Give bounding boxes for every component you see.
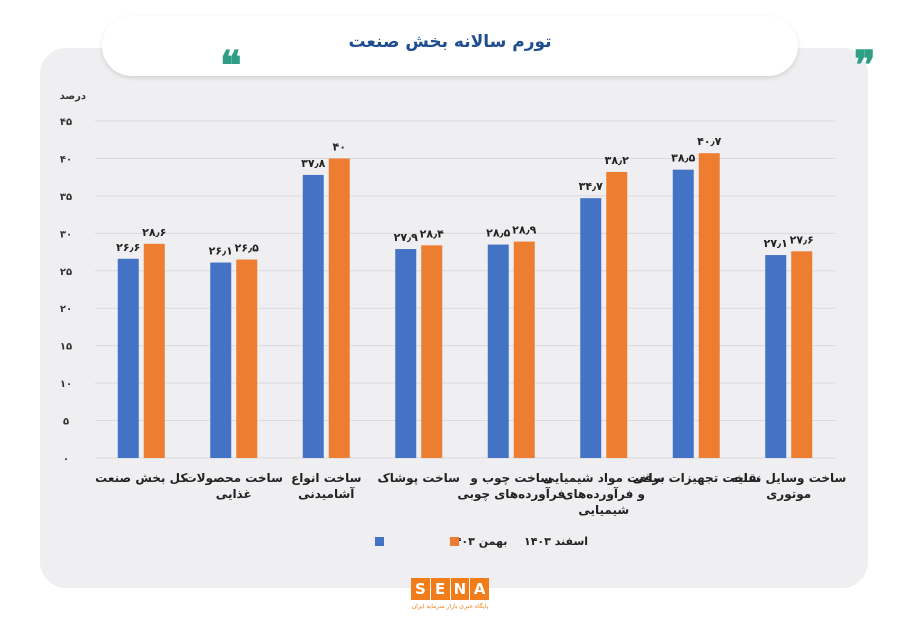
category-label: ساخت محصولات: [185, 471, 283, 486]
data-label: ۲۷٫۱: [764, 237, 788, 250]
bar-esfand: [236, 259, 258, 458]
bar-esfand: [143, 243, 165, 458]
category-label: شیمیایی: [578, 503, 629, 517]
y-tick-label: ۲۰: [60, 304, 72, 315]
data-label: ۲۷٫۶: [790, 233, 814, 246]
category-label: ساخت چوب و: [469, 471, 552, 486]
bar-bahman: [395, 249, 417, 458]
data-label: ۳۸٫۵: [671, 152, 696, 165]
data-label: ۲۷٫۹: [394, 231, 419, 244]
category-label: ساخت انواع: [291, 471, 361, 486]
sena-logo: S E N A: [411, 578, 489, 602]
data-label: ۲۶٫۵: [235, 242, 260, 255]
legend-swatch: [450, 537, 459, 546]
logo-letter: A: [470, 578, 489, 600]
y-axis-ticks: ۰ ۵ ۱۰ ۱۵ ۲۰ ۲۵ ۳۰ ۳۵ ۴۰ ۴۵: [60, 117, 72, 465]
gridlines: [95, 120, 835, 459]
data-label: ۲۸٫۹: [512, 224, 537, 237]
category-label: ساخت وسایل نقلیه: [731, 471, 846, 486]
logo-letter: S: [411, 578, 430, 600]
category-label: فرآورده‌های چوبی: [457, 486, 565, 502]
category-label: موتوری: [766, 487, 811, 502]
chart-card: [40, 48, 868, 588]
data-label: ۲۸٫۴: [420, 227, 445, 240]
category-label: غذایی: [216, 487, 252, 501]
y-tick-label: ۳۰: [60, 229, 72, 240]
open-quote-icon: ❝: [220, 42, 242, 89]
logo-letter: N: [450, 578, 470, 600]
data-label: ۴۰٫۷: [697, 135, 722, 148]
y-tick-label: ۴۵: [60, 117, 72, 128]
y-tick-label: ۲۵: [60, 267, 72, 278]
bar-bahman: [672, 169, 694, 458]
category-label: ساخت پوشاک: [378, 471, 460, 486]
bar-bahman: [580, 198, 602, 458]
data-label: ۴۰: [333, 140, 346, 153]
y-tick-label: ۵: [63, 417, 69, 428]
y-tick-label: ۰: [63, 454, 69, 465]
bar-esfand: [328, 158, 350, 458]
data-label: ۳۴٫۷: [579, 180, 604, 193]
chart-title: تورم سالانه بخش صنعت: [348, 32, 552, 52]
legend-swatch: [375, 537, 384, 546]
data-labels: ۲۶٫۶۲۸٫۶ ۲۶٫۱ ۲۶٫۵ ۳۷٫۸ ۴۰ ۲۷٫۹ ۲۸٫۴ ۲۸٫۵ ۲۸٫۹ ۳۴…: [116, 135, 814, 257]
legend-label: اسفند ۱۴۰۳: [524, 535, 588, 548]
data-label: ۳۷٫۸: [301, 157, 326, 170]
y-tick-label: ۴۰: [60, 154, 72, 165]
data-label: ۳۸٫۲: [605, 154, 630, 167]
data-label: ۲۶٫۱: [209, 245, 233, 258]
close-quote-icon: ❞: [854, 42, 876, 89]
category-label: ساخت مواد شیمیایی: [543, 471, 665, 486]
category-label: کل بخش صنعت: [95, 471, 187, 485]
y-tick-label: ۳۵: [60, 192, 72, 203]
y-axis-unit: درصد: [60, 91, 86, 102]
category-label: ساخت تجهیزات برقی: [632, 471, 760, 485]
bar-bahman: [765, 255, 787, 458]
logo-subtitle: پایگاه خبری بازار سرمایه ایران: [411, 603, 489, 610]
bar-bahman: [210, 262, 232, 458]
bar-esfand: [421, 245, 443, 458]
data-label: ۲۸٫۶: [142, 226, 166, 239]
logo-letter: E: [430, 578, 450, 600]
y-tick-label: ۱۰: [60, 379, 72, 390]
category-label: آشامیدنی: [298, 486, 355, 501]
bar-esfand: [513, 241, 535, 458]
bars: [117, 153, 813, 459]
legend: بهمن ۱۴۰۳ اسفند ۱۴۰۳: [375, 535, 588, 548]
data-label: ۲۸٫۵: [486, 227, 511, 240]
bar-bahman: [117, 258, 139, 458]
title-banner: تورم سالانه بخش صنعت ❝ ❞: [102, 16, 876, 86]
category-label: و فرآورده‌های: [562, 486, 645, 502]
y-tick-label: ۱۵: [60, 342, 72, 353]
legend-label: بهمن ۱۴۰۳: [448, 535, 507, 548]
bar-esfand: [791, 251, 813, 458]
bar-esfand: [606, 171, 628, 458]
bar-esfand: [698, 153, 720, 459]
bar-bahman: [487, 244, 509, 458]
bar-bahman: [302, 174, 324, 459]
data-label: ۲۶٫۶: [116, 241, 140, 254]
